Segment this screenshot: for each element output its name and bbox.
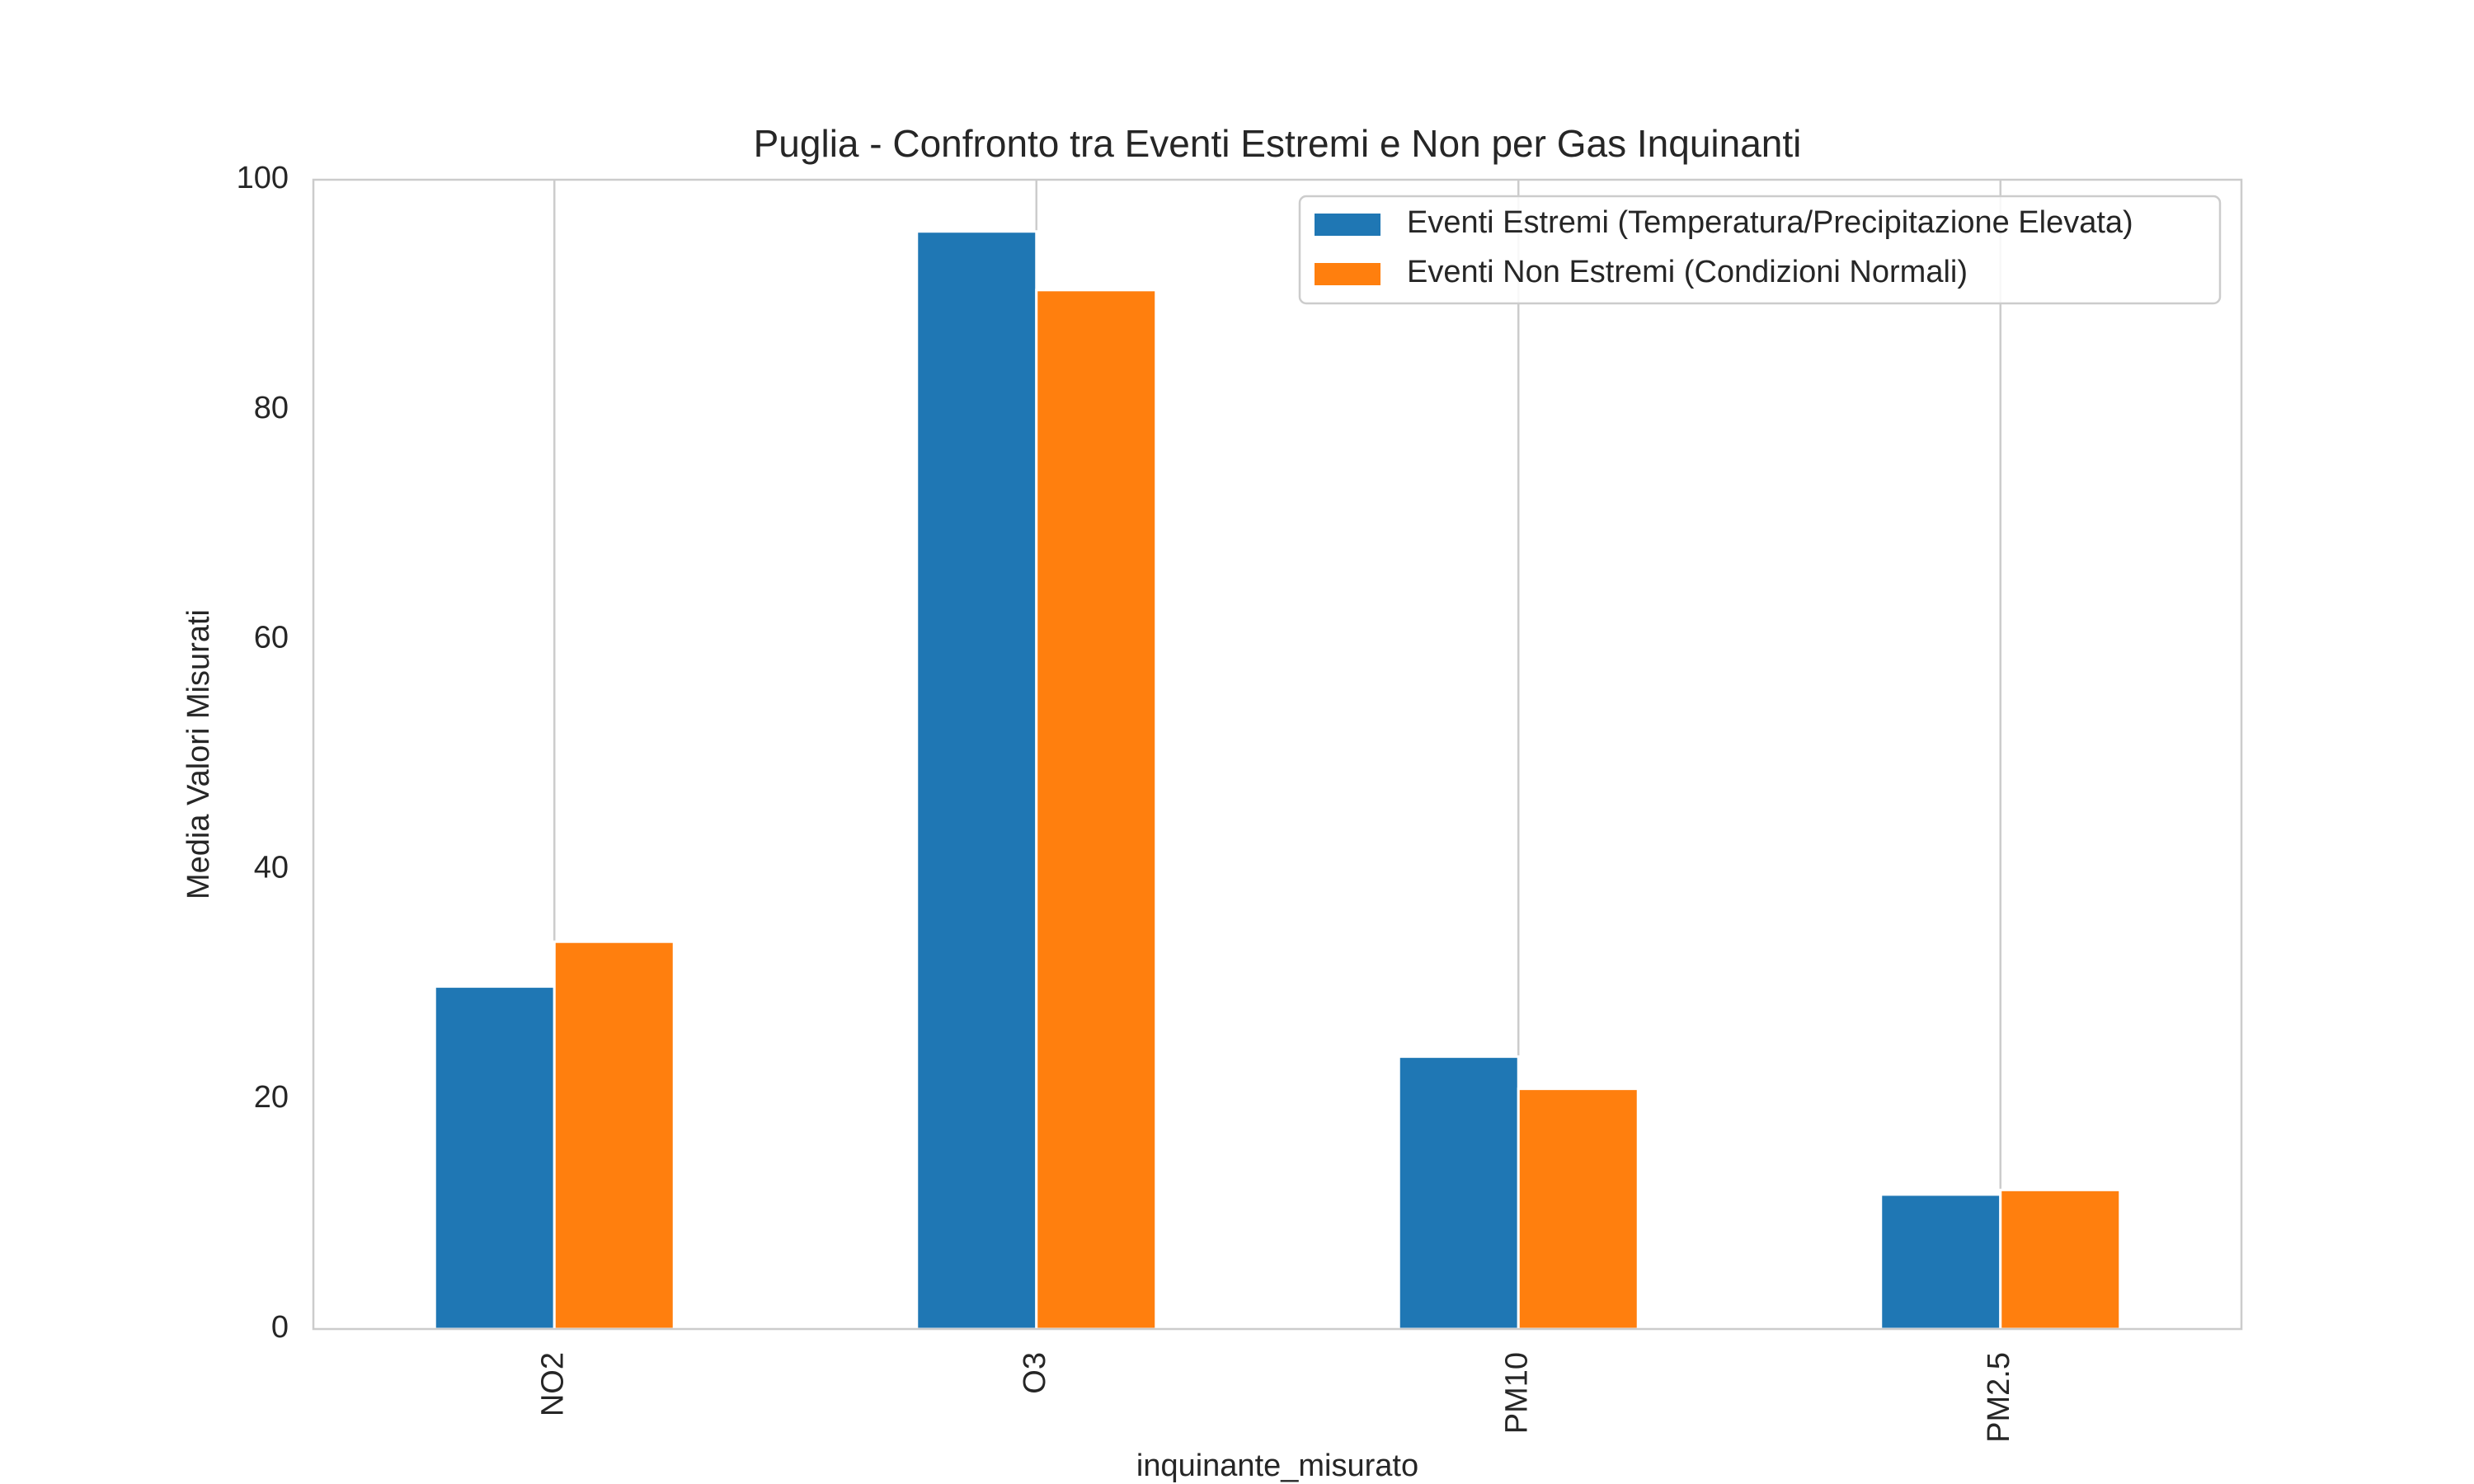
- y-tick-label: 0: [271, 1310, 289, 1345]
- x-tick-label: O3: [1018, 1352, 1052, 1394]
- x-axis-ticks: NO2 O3 PM10 PM2.5: [535, 1352, 2016, 1443]
- plot-area-frame: [312, 178, 2243, 1331]
- y-tick-label: 40: [254, 850, 289, 885]
- y-tick-label: 60: [254, 621, 289, 655]
- x-tick-label: NO2: [535, 1352, 570, 1416]
- legend-swatch: [1315, 263, 1380, 285]
- y-tick-label: 20: [254, 1080, 289, 1115]
- y-tick-label: 80: [254, 391, 289, 425]
- bar-no2-series-2: [553, 940, 675, 1331]
- chart-title: Puglia - Confronto tra Eventi Estremi e …: [754, 122, 1802, 165]
- bar-pm10-series-2: [1517, 1087, 1639, 1331]
- legend-label: Eventi Non Estremi (Condizioni Normali): [1407, 255, 1968, 289]
- x-tick-label: PM2.5: [1982, 1352, 2016, 1443]
- y-tick-label: 100: [237, 161, 289, 195]
- bar-o3-series-1: [915, 230, 1038, 1331]
- legend-swatch: [1315, 214, 1380, 236]
- bar-pm2-5-series-1: [1879, 1193, 2002, 1331]
- bar-pm10-series-1: [1397, 1055, 1520, 1331]
- bar-no2-series-1: [433, 985, 556, 1331]
- bar-pm2-5-series-2: [1999, 1188, 2122, 1331]
- legend: Eventi Estremi (Temperatura/Precipitazio…: [1298, 195, 2222, 305]
- bar-o3-series-2: [1035, 289, 1158, 1331]
- y-axis-ticks: 0 20 40 60 80 100: [237, 161, 289, 1345]
- x-tick-label: PM10: [1499, 1352, 1534, 1434]
- bars: [433, 230, 2122, 1331]
- x-axis-label: inquinante_misurato: [1136, 1449, 1418, 1483]
- grid-lines: [553, 180, 2001, 1329]
- legend-frame: [1298, 195, 2222, 305]
- legend-label: Eventi Estremi (Temperatura/Precipitazio…: [1407, 205, 2133, 240]
- y-axis-label: Media Valori Misurati: [181, 609, 216, 899]
